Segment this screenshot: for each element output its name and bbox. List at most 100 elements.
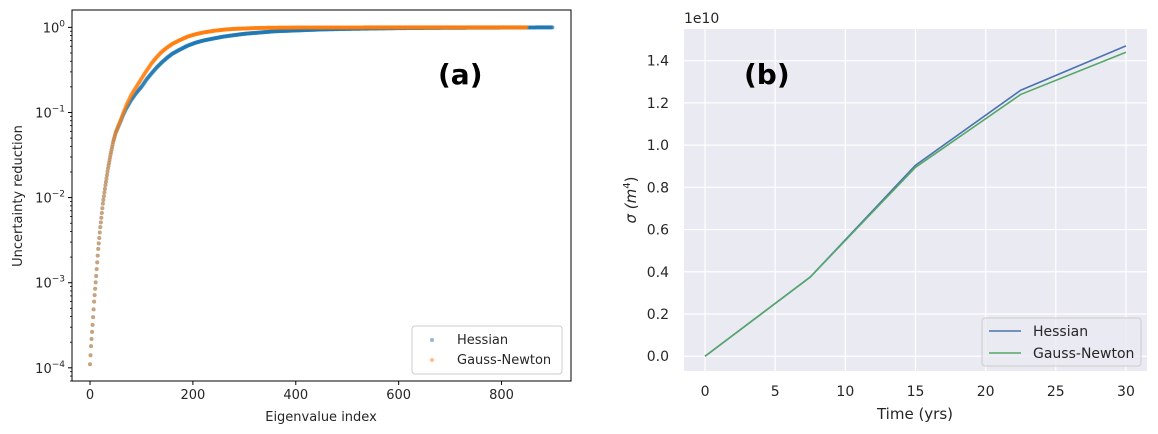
panel-a-scatter-point [309,27,314,32]
panel-a-scatter-point [367,25,372,30]
panel-a-scatter-point [175,39,180,44]
panel-a-scatter-point [505,25,510,30]
panel-a-scatter-point [494,25,499,30]
panel-a-scatter-point [502,25,507,30]
panel-a-scatter-point [113,132,118,137]
panel-a-scatter-point [475,25,480,30]
panel-a-scatter-point [516,25,521,30]
panel-a-scatter-point [540,25,545,30]
panel-a-scatter-point [432,25,437,30]
panel-a-scatter-point [109,150,114,155]
panel-a-scatter-point [369,25,374,30]
panel-a-scatter-point [98,225,103,230]
panel-a-scatter-point [514,25,519,30]
panel-a-scatter-point [491,25,496,30]
panel-a-scatter-point [331,25,336,30]
panel-a-scatter-point [242,31,247,36]
panel-a-legend-marker-gauss-newton [430,358,434,362]
panel-a-scatter-point [256,25,261,30]
panel-a-scatter-point [227,33,232,38]
panel-a-scatter-point [231,33,236,38]
panel-a-scatter-point [433,25,438,30]
panel-a-scatter-point [277,25,282,30]
panel-a-scatter-point [340,25,345,30]
panel-a-scatter-point [258,30,263,35]
panel-a-scatter-point [272,25,277,30]
panel-a-scatter-point [421,25,426,30]
panel-a-scatter-point [307,25,312,30]
panel-a-scatter-point [474,25,479,30]
panel-a-scatter-point [350,25,355,30]
panel-a-scatter-point [245,31,250,36]
panel-a-scatter-point [546,25,551,30]
panel-a-scatter-point [291,28,296,33]
panel-a-scatter-point [286,28,291,33]
panel-a-legend-label-hessian: Hessian [457,333,508,348]
panel-a-scatter-point [407,25,412,30]
panel-a-scatter-point [113,132,118,137]
panel-a-scatter-point [264,25,269,30]
panel-a-scatter-point [134,90,139,95]
panel-a-scatter-point [180,36,185,41]
panel-a-scatter-point [308,25,313,30]
panel-a-scatter-point [360,25,365,30]
panel-a-scatter-point [223,34,228,39]
panel-a-scatter-point [441,25,446,30]
panel-a-scatter-point [103,179,108,184]
panel-a-scatter-point [107,160,112,165]
panel-a-scatter-point [508,25,513,30]
panel-a-scatter-point [374,25,379,30]
panel-a-scatter-point [249,26,254,31]
panel-b-chart: 0 5 10 15 20 25 30 0.00.20.40.60.81.01.21.4 1e… [622,11,1147,423]
panel-a-scatter-point [139,75,144,80]
panel-a-scatter-point [134,84,139,89]
panel-a-scatter-point [143,71,148,76]
panel-a-scatter-point [424,25,429,30]
panel-a-scatter-point [209,29,214,34]
panel-a-scatter-point [157,62,162,67]
panel-a-scatter-point [414,25,419,30]
panel-a-scatter-point [163,57,168,62]
panel-a-scatter-point [475,25,480,30]
panel-a-scatter-point [125,100,130,105]
panel-a-scatter-point [165,45,170,50]
panel-a-scatter-point [347,25,352,30]
panel-a-scatter-point [407,26,412,31]
panel-a-scatter-point [317,27,322,32]
panel-a-scatter-point [412,25,417,30]
panel-a-scatter-point [263,25,268,30]
panel-a-scatter-point [373,26,378,31]
panel-a-scatter-point [442,25,447,30]
panel-a-scatter-point [528,25,533,30]
panel-b-legend: Hessian Gauss-Newton [981,317,1142,367]
panel-a-scatter-point [329,25,334,30]
panel-a-scatter-point [109,147,114,152]
panel-a-scatter-point [507,25,512,30]
panel-a-scatter-point [426,25,431,30]
panel-a-scatter-point [330,25,335,30]
panel-a-scatter-point [316,25,321,30]
panel-a-scatter-point [374,26,379,31]
panel-b-offset-text: 1e10 [684,11,719,27]
panel-a-scatter-point [361,25,366,30]
panel-a-scatter-point [342,25,347,30]
panel-a-scatter-point [178,47,183,52]
panel-a-scatter-point [376,25,381,30]
panel-a-scatter-point [233,32,238,37]
panel-a-scatter-point [466,25,471,30]
panel-a-scatter-point [503,25,508,30]
panel-a-scatter-point [209,29,214,34]
panel-a-scatter-point [311,25,316,30]
panel-a-scatter-point [341,25,346,30]
panel-a-scatter-point [322,27,327,32]
panel-a-scatter-point [469,25,474,30]
panel-a-scatter-point [296,25,301,30]
panel-a-scatter-point [341,26,346,31]
panel-b-y-ticks: 0.00.20.40.60.81.01.21.4 [647,54,669,366]
panel-a-scatter-point [113,130,118,135]
panel-a-scatter-point [206,37,211,42]
panel-a-scatter-point [517,25,522,30]
panel-a-scatter-point [509,25,514,30]
panel-a-scatter-point [486,25,491,30]
